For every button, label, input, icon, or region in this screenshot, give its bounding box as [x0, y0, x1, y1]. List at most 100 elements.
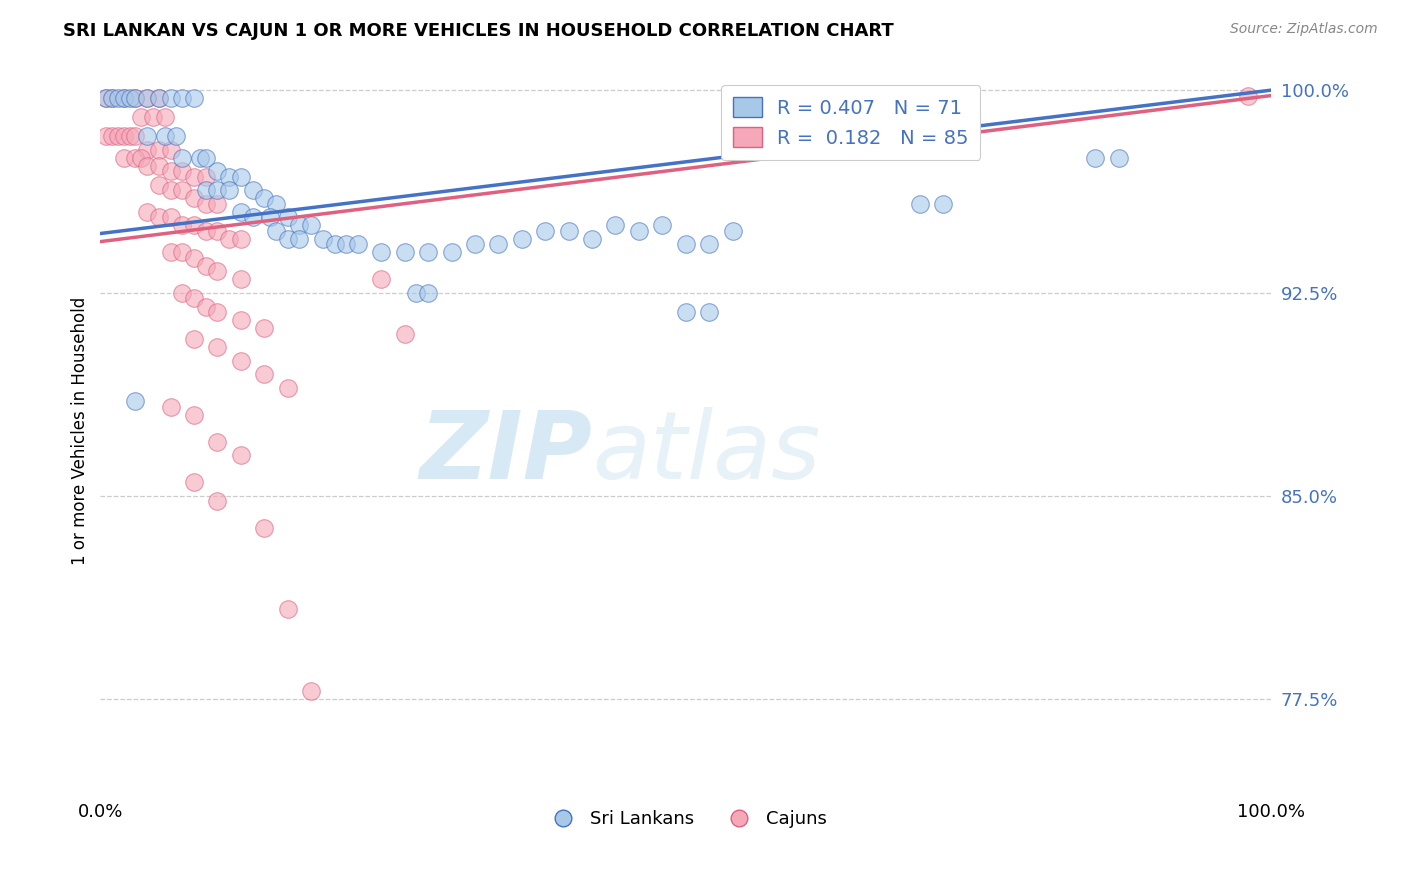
- Point: [112, 91, 135, 105]
- Point: [264, 196, 287, 211]
- Point: [142, 110, 165, 124]
- Text: ZIP: ZIP: [419, 407, 592, 499]
- Point: [651, 219, 673, 233]
- Point: [153, 129, 176, 144]
- Point: [159, 164, 181, 178]
- Point: [172, 183, 194, 197]
- Point: [148, 143, 170, 157]
- Point: [207, 183, 229, 197]
- Point: [112, 91, 135, 105]
- Point: [299, 219, 322, 233]
- Point: [1236, 88, 1258, 103]
- Point: [207, 305, 229, 319]
- Point: [1084, 151, 1107, 165]
- Point: [277, 211, 299, 225]
- Point: [299, 683, 322, 698]
- Point: [112, 151, 135, 165]
- Point: [418, 245, 440, 260]
- Point: [148, 91, 170, 105]
- Point: [183, 191, 205, 205]
- Point: [697, 305, 720, 319]
- Point: [277, 232, 299, 246]
- Point: [229, 232, 252, 246]
- Point: [148, 159, 170, 173]
- Point: [159, 143, 181, 157]
- Point: [323, 237, 346, 252]
- Point: [107, 129, 129, 144]
- Point: [229, 169, 252, 184]
- Point: [229, 272, 252, 286]
- Point: [207, 196, 229, 211]
- Point: [1108, 151, 1130, 165]
- Point: [218, 169, 240, 184]
- Point: [118, 129, 141, 144]
- Point: [107, 91, 129, 105]
- Point: [172, 151, 194, 165]
- Point: [183, 292, 205, 306]
- Point: [136, 91, 159, 105]
- Point: [229, 448, 252, 462]
- Point: [288, 219, 311, 233]
- Point: [159, 245, 181, 260]
- Point: [183, 475, 205, 490]
- Point: [136, 91, 159, 105]
- Point: [153, 110, 176, 124]
- Point: [440, 245, 463, 260]
- Point: [675, 237, 697, 252]
- Point: [131, 151, 153, 165]
- Point: [194, 169, 217, 184]
- Point: [253, 191, 276, 205]
- Point: [418, 285, 440, 300]
- Point: [288, 232, 311, 246]
- Point: [194, 300, 217, 314]
- Text: Source: ZipAtlas.com: Source: ZipAtlas.com: [1230, 22, 1378, 37]
- Point: [148, 211, 170, 225]
- Point: [253, 321, 276, 335]
- Point: [194, 259, 217, 273]
- Point: [721, 224, 744, 238]
- Point: [194, 224, 217, 238]
- Point: [148, 91, 170, 105]
- Point: [394, 245, 416, 260]
- Point: [136, 205, 159, 219]
- Text: atlas: atlas: [592, 407, 820, 498]
- Point: [136, 143, 159, 157]
- Point: [229, 205, 252, 219]
- Point: [347, 237, 370, 252]
- Point: [183, 219, 205, 233]
- Point: [101, 91, 124, 105]
- Point: [207, 434, 229, 449]
- Point: [131, 110, 153, 124]
- Point: [136, 129, 159, 144]
- Point: [96, 91, 118, 105]
- Point: [194, 183, 217, 197]
- Point: [159, 400, 181, 414]
- Point: [405, 285, 427, 300]
- Point: [264, 224, 287, 238]
- Point: [394, 326, 416, 341]
- Point: [259, 211, 281, 225]
- Point: [675, 305, 697, 319]
- Point: [218, 232, 240, 246]
- Point: [581, 232, 603, 246]
- Text: SRI LANKAN VS CAJUN 1 OR MORE VEHICLES IN HOUSEHOLD CORRELATION CHART: SRI LANKAN VS CAJUN 1 OR MORE VEHICLES I…: [63, 22, 894, 40]
- Point: [312, 232, 335, 246]
- Point: [124, 129, 146, 144]
- Point: [253, 367, 276, 381]
- Point: [242, 211, 264, 225]
- Point: [207, 264, 229, 278]
- Point: [96, 129, 118, 144]
- Point: [112, 129, 135, 144]
- Point: [101, 129, 124, 144]
- Point: [172, 219, 194, 233]
- Point: [207, 340, 229, 354]
- Point: [172, 164, 194, 178]
- Point: [908, 196, 931, 211]
- Point: [277, 602, 299, 616]
- Point: [277, 381, 299, 395]
- Point: [124, 91, 146, 105]
- Point: [172, 285, 194, 300]
- Point: [229, 313, 252, 327]
- Point: [124, 151, 146, 165]
- Point: [253, 521, 276, 535]
